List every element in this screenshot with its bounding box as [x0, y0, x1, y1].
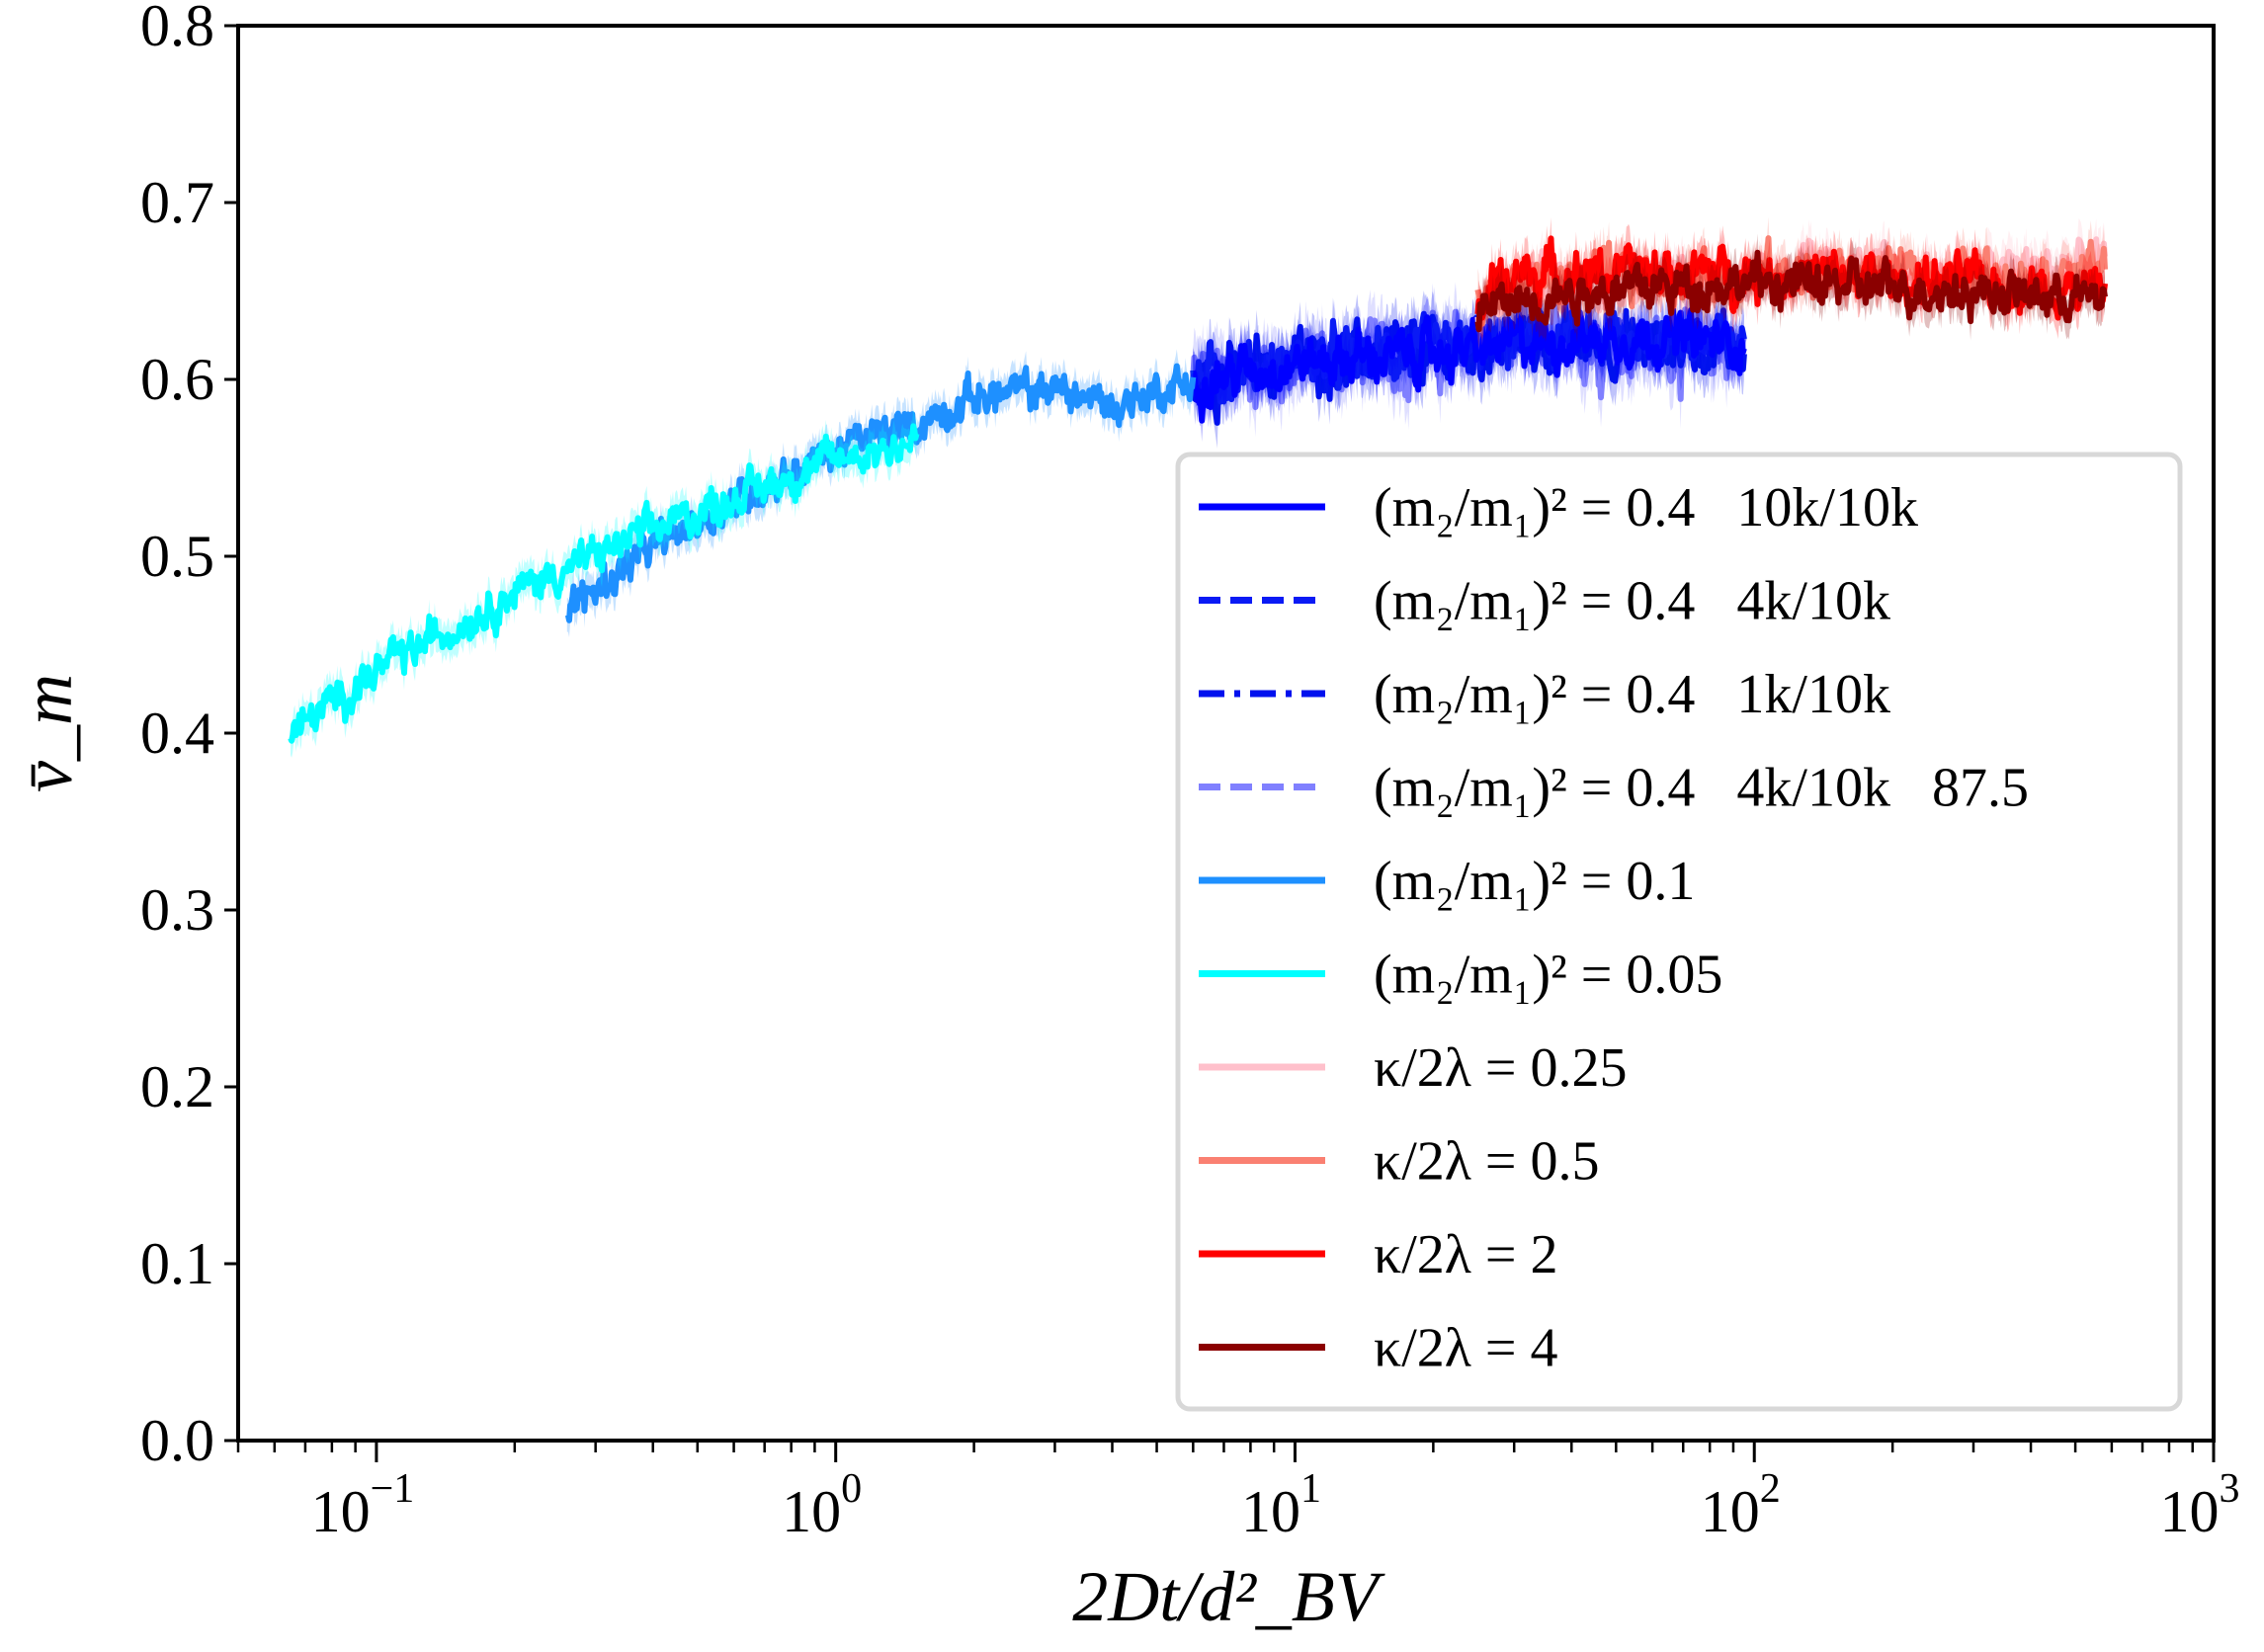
legend-box [1175, 452, 2183, 1412]
series-line-5 [288, 423, 920, 744]
series-line-3 [1191, 307, 1747, 424]
y-tick-label: 0.7 [140, 170, 214, 235]
legend-label: (m₂/m₁)² = 0.4 4k/10k [1374, 571, 1890, 632]
series-line-9 [1474, 249, 2108, 333]
x-tick-label: 10−1 [311, 1466, 415, 1544]
ticks: 0.0 0.1 0.2 0.3 0.4 0.5 0.6 0.7 0.8 10−1 100 101 102… [140, 0, 2240, 1544]
x-tick-label: 101 [1241, 1466, 1321, 1544]
legend-label: (m₂/m₁)² = 0.4 4k/10k 87.5 [1374, 758, 2029, 819]
x-axis-label: 2Dt/d²_BV [1072, 1557, 1385, 1636]
legend-label: (m₂/m₁)² = 0.4 10k/10k [1374, 477, 1918, 538]
y-axis-label: v̄_m [8, 674, 87, 792]
series-layer [288, 216, 2108, 758]
legend-label: κ/2λ = 2 [1374, 1224, 1558, 1285]
y-tick-label: 0.1 [140, 1231, 214, 1296]
x-tick-label: 100 [782, 1466, 862, 1544]
legend-label: (m₂/m₁)² = 0.4 1k/10k [1374, 664, 1890, 725]
legend: (m₂/m₁)² = 0.4 10k/10k (m₂/m₁)² = 0.4 4k/… [1175, 452, 2183, 1412]
y-tick-label: 0.0 [140, 1408, 214, 1473]
y-tick-label: 0.4 [140, 701, 214, 766]
x-tick-label: 103 [2160, 1466, 2240, 1544]
series-line-4 [564, 363, 1197, 623]
legend-label: κ/2λ = 4 [1374, 1318, 1558, 1379]
legend-label: κ/2λ = 0.25 [1374, 1037, 1628, 1099]
legend-label: (m₂/m₁)² = 0.1 [1374, 851, 1695, 912]
legend-label: (m₂/m₁)² = 0.05 [1374, 945, 1722, 1006]
y-tick-label: 0.2 [140, 1054, 214, 1119]
x-tick-label: 102 [1701, 1466, 1781, 1544]
y-tick-label: 0.8 [140, 0, 214, 58]
series-band-5 [291, 409, 917, 758]
legend-label: κ/2λ = 0.5 [1374, 1131, 1600, 1193]
y-tick-label: 0.6 [140, 347, 214, 412]
series-band-9 [1477, 233, 2105, 349]
y-tick-label: 0.5 [140, 524, 214, 589]
y-tick-label: 0.3 [140, 877, 214, 943]
